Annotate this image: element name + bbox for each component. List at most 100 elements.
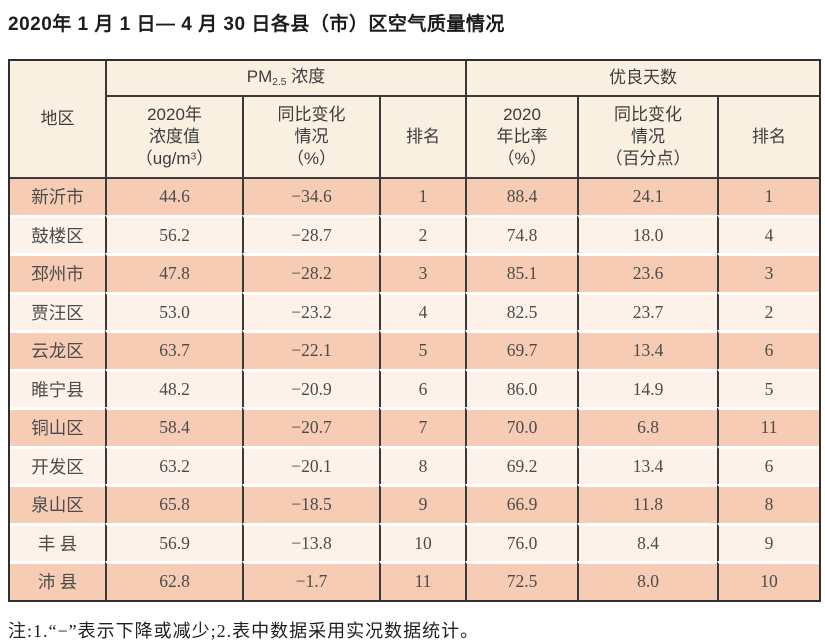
cell-pm-change: −1.7	[242, 561, 379, 600]
cell-good-rate: 76.0	[465, 522, 578, 561]
cell-pm-value: 65.8	[105, 484, 242, 523]
cell-pm-rank: 10	[379, 522, 466, 561]
table-row: 云龙区 63.7 −22.1 5 69.7 13.4 6	[10, 330, 820, 369]
header-sub-row: 2020年 浓度值 （ug/m3） 同比变化 情况 （%） 排名 2020 年比…	[10, 97, 820, 179]
cell-region: 沛 县	[10, 561, 105, 600]
table-row: 沛 县 62.8 −1.7 11 72.5 8.0 10	[10, 561, 820, 600]
cell-pm-rank: 1	[379, 179, 466, 215]
cell-good-change: 11.8	[577, 484, 718, 523]
header-line: 同比变化	[614, 105, 683, 125]
cell-region: 邳州市	[10, 253, 105, 292]
cell-pm-value: 44.6	[105, 179, 242, 215]
table-row: 泉山区 65.8 −18.5 9 66.9 11.8 8	[10, 484, 820, 523]
table-row: 开发区 63.2 −20.1 8 69.2 13.4 6	[10, 445, 820, 484]
cell-region: 开发区	[10, 445, 105, 484]
table-row: 丰 县 56.9 −13.8 10 76.0 8.4 9	[10, 522, 820, 561]
table-row: 新沂市 44.6 −34.6 1 88.4 24.1 1	[10, 179, 820, 215]
cell-pm-rank: 8	[379, 445, 466, 484]
cell-good-rank: 4	[717, 214, 820, 253]
cell-pm-change: −28.7	[242, 214, 379, 253]
pm-subscript: 2.5	[272, 77, 287, 89]
header-region: 地区	[10, 61, 105, 179]
cell-pm-change: −34.6	[242, 179, 379, 215]
cell-region: 泉山区	[10, 484, 105, 523]
cell-pm-value: 63.2	[105, 445, 242, 484]
header-line: （%）	[497, 148, 547, 168]
header-pm-group: PM2.5 浓度	[105, 61, 466, 97]
cell-good-rank: 11	[717, 407, 820, 446]
header-line: 同比变化	[277, 105, 346, 125]
cell-pm-change: −13.8	[242, 522, 379, 561]
header-pm-rank: 排名	[379, 97, 466, 179]
pm-label: PM	[246, 67, 273, 87]
cell-good-rate: 85.1	[465, 253, 578, 292]
cell-pm-change: −22.1	[242, 330, 379, 369]
header-group-row: 地区 PM2.5 浓度 优良天数	[10, 61, 820, 179]
cell-good-change: 8.4	[577, 522, 718, 561]
cell-region: 鼓楼区	[10, 214, 105, 253]
cell-pm-value: 47.8	[105, 253, 242, 292]
cell-good-change: 6.8	[577, 407, 718, 446]
header-good-rank: 排名	[717, 97, 820, 179]
cell-good-change: 23.7	[577, 291, 718, 330]
cell-pm-value: 53.0	[105, 291, 242, 330]
cell-good-rate: 88.4	[465, 179, 578, 215]
cell-region: 新沂市	[10, 179, 105, 215]
header-line: 2020年	[147, 105, 202, 125]
cell-good-rank: 2	[717, 291, 820, 330]
cell-good-rank: 10	[717, 561, 820, 600]
header-good-days-group: 优良天数	[465, 61, 820, 97]
table-body: 新沂市 44.6 −34.6 1 88.4 24.1 1 鼓楼区 56.2 −2…	[10, 179, 820, 600]
cell-good-change: 23.6	[577, 253, 718, 292]
footnote: 注:1.“−”表示下降或减少;2.表中数据采用实况数据统计。	[8, 620, 480, 641]
cell-good-rank: 8	[717, 484, 820, 523]
table-row: 邳州市 47.8 −28.2 3 85.1 23.6 3	[10, 253, 820, 292]
header-line: 年比率	[496, 127, 548, 147]
cell-good-rate: 69.7	[465, 330, 578, 369]
table-row: 睢宁县 48.2 −20.9 6 86.0 14.9 5	[10, 368, 820, 407]
header-line: 情况	[294, 127, 329, 147]
cell-pm-value: 63.7	[105, 330, 242, 369]
cell-good-rate: 74.8	[465, 214, 578, 253]
cell-pm-rank: 4	[379, 291, 466, 330]
cell-good-change: 13.4	[577, 330, 718, 369]
header-pm-value: 2020年 浓度值 （ug/m3）	[105, 97, 242, 179]
cell-region: 铜山区	[10, 407, 105, 446]
cell-good-rank: 6	[717, 330, 820, 369]
header-good-change: 同比变化 情况 （百分点）	[577, 97, 718, 179]
cell-good-rank: 3	[717, 253, 820, 292]
cell-pm-change: −20.1	[242, 445, 379, 484]
table-row: 鼓楼区 56.2 −28.7 2 74.8 18.0 4	[10, 214, 820, 253]
cell-pm-rank: 3	[379, 253, 466, 292]
cell-good-rank: 5	[717, 368, 820, 407]
page-title: 2020年 1 月 1 日— 4 月 30 日各县（市）区空气质量情况	[8, 14, 505, 35]
cubed-superscript: 3	[190, 151, 197, 163]
header-pm-change: 同比变化 情况 （%）	[242, 97, 379, 179]
header-line: 浓度值	[149, 127, 200, 147]
cell-good-change: 24.1	[577, 179, 718, 215]
cell-good-rank: 1	[717, 179, 820, 215]
header-good-rate: 2020 年比率 （%）	[465, 97, 578, 179]
cell-pm-rank: 11	[379, 561, 466, 600]
header-line: 情况	[631, 127, 666, 147]
cell-good-rate: 70.0	[465, 407, 578, 446]
cell-good-change: 8.0	[577, 561, 718, 600]
cell-region: 云龙区	[10, 330, 105, 369]
cell-good-rate: 86.0	[465, 368, 578, 407]
air-quality-table: 地区 PM2.5 浓度 优良天数 2020年 浓度值 （ug/m3） 同比变化 …	[8, 59, 822, 602]
cell-good-change: 13.4	[577, 445, 718, 484]
cell-pm-change: −20.9	[242, 368, 379, 407]
cell-pm-value: 48.2	[105, 368, 242, 407]
header-line: （%）	[286, 148, 337, 168]
cell-good-rate: 66.9	[465, 484, 578, 523]
cell-pm-rank: 7	[379, 407, 466, 446]
cell-pm-change: −18.5	[242, 484, 379, 523]
cell-pm-rank: 6	[379, 368, 466, 407]
cell-pm-change: −20.7	[242, 407, 379, 446]
cell-good-rate: 82.5	[465, 291, 578, 330]
cell-good-change: 14.9	[577, 368, 718, 407]
cell-region: 丰 县	[10, 522, 105, 561]
table-header: 地区 PM2.5 浓度 优良天数 2020年 浓度值 （ug/m3） 同比变化 …	[10, 61, 820, 179]
cell-good-change: 18.0	[577, 214, 718, 253]
cell-pm-rank: 5	[379, 330, 466, 369]
